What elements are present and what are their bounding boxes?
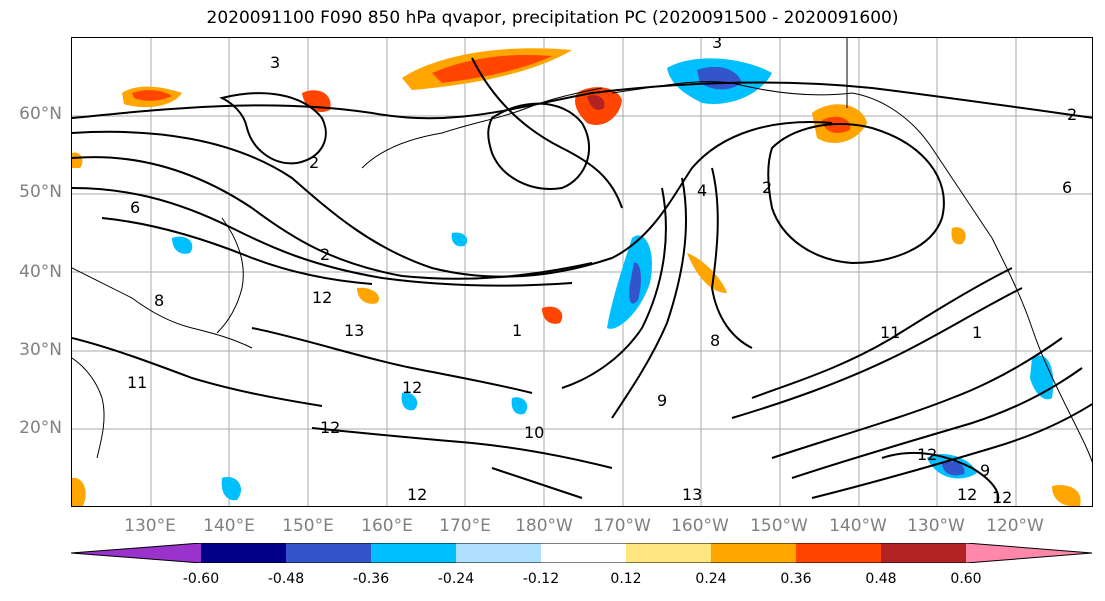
contour-label: 6 bbox=[1062, 178, 1072, 197]
lon-label-150e: 150°E bbox=[282, 516, 334, 536]
contour-label: 8 bbox=[710, 331, 720, 350]
colorbar-tick-label: -0.12 bbox=[522, 571, 560, 587]
contour-label: 2 bbox=[762, 178, 772, 197]
colorbar-segment bbox=[796, 543, 881, 563]
lat-label-40n: 40°N bbox=[19, 262, 62, 282]
contour-label: 12 bbox=[312, 288, 332, 307]
colorbar-tick-label: -0.60 bbox=[182, 571, 220, 587]
contour-label: 1 bbox=[972, 323, 982, 342]
map-canvas: 3 2 2 3 6 8 2 12 13 12 12 11 12 1 8 9 10… bbox=[72, 38, 1092, 507]
lat-label-20n: 20°N bbox=[19, 418, 62, 438]
contour-label: 13 bbox=[344, 321, 364, 340]
contour-label: 12 bbox=[957, 485, 977, 504]
contour-label: 9 bbox=[657, 391, 667, 410]
colorbar-segment bbox=[201, 543, 286, 563]
contour-label: 11 bbox=[880, 323, 900, 342]
colorbar-segment bbox=[456, 543, 541, 563]
precip-shading bbox=[72, 48, 1081, 506]
contour-label: 12 bbox=[407, 485, 427, 504]
contour-label: 6 bbox=[130, 198, 140, 217]
colorbar-segment bbox=[626, 543, 711, 563]
contour-label: 2 bbox=[1067, 105, 1077, 124]
lon-label-170e: 170°E bbox=[439, 516, 491, 536]
contour-label: 4 bbox=[697, 181, 707, 200]
lon-label-180w: 180°W bbox=[515, 516, 573, 536]
lat-label-60n: 60°N bbox=[19, 104, 62, 124]
contour-label: 2 bbox=[309, 153, 319, 172]
lon-label-130w: 130°W bbox=[907, 516, 965, 536]
map-plot-area: 3 2 2 3 6 8 2 12 13 12 12 11 12 1 8 9 10… bbox=[71, 37, 1093, 507]
contour-label: 9 bbox=[980, 461, 990, 480]
lon-label-140w: 140°W bbox=[829, 516, 887, 536]
contour-label: 3 bbox=[270, 53, 280, 72]
lat-label-30n: 30°N bbox=[19, 340, 62, 360]
contour-label: 10 bbox=[524, 423, 544, 442]
contour-label: 1 bbox=[512, 321, 522, 340]
colorbar-segment bbox=[541, 543, 626, 563]
contour-label: 13 bbox=[682, 485, 702, 504]
contour-label: 8 bbox=[154, 291, 164, 310]
colorbar-segment bbox=[711, 543, 796, 563]
lon-label-160w: 160°W bbox=[671, 516, 729, 536]
colorbar-tick-label: -0.24 bbox=[437, 571, 475, 587]
contour-label: 12 bbox=[917, 445, 937, 464]
lon-label-140e: 140°E bbox=[203, 516, 255, 536]
colorbar-tick-label: 0.48 bbox=[865, 571, 897, 587]
lon-label-150w: 150°W bbox=[750, 516, 808, 536]
contour-labels: 3 2 2 3 6 8 2 12 13 12 12 11 12 1 8 9 10… bbox=[127, 38, 1077, 507]
colorbar-segment bbox=[71, 543, 201, 563]
colorbar-tick-label: 0.36 bbox=[780, 571, 812, 587]
map-title: 2020091100 F090 850 hPa qvapor, precipit… bbox=[206, 8, 899, 28]
colorbar-tick-label: -0.48 bbox=[267, 571, 305, 587]
coastlines bbox=[72, 38, 1092, 463]
colorbar bbox=[71, 543, 1093, 563]
lon-label-170w: 170°W bbox=[593, 516, 651, 536]
contour-label: 2 bbox=[320, 245, 330, 264]
colorbar-segment bbox=[286, 543, 371, 563]
contour-label: 11 bbox=[127, 373, 147, 392]
lon-label-130e: 130°E bbox=[124, 516, 176, 536]
colorbar-segment bbox=[966, 543, 1092, 563]
contour-label: 12 bbox=[992, 488, 1012, 507]
colorbar-tick-label: -0.36 bbox=[352, 571, 390, 587]
colorbar-tick-label: 0.12 bbox=[610, 571, 642, 587]
colorbar-tick-label: 0.60 bbox=[950, 571, 982, 587]
contour-label: 12 bbox=[320, 418, 340, 437]
contour-label: 3 bbox=[712, 38, 722, 52]
lon-label-160e: 160°E bbox=[361, 516, 413, 536]
colorbar-segment bbox=[881, 543, 966, 563]
lat-label-50n: 50°N bbox=[19, 182, 62, 202]
colorbar-tick-label: 0.24 bbox=[695, 571, 727, 587]
colorbar-segment bbox=[371, 543, 456, 563]
lon-label-120w: 120°W bbox=[986, 516, 1044, 536]
qvapor-contours bbox=[72, 57, 1092, 504]
contour-label: 12 bbox=[402, 378, 422, 397]
